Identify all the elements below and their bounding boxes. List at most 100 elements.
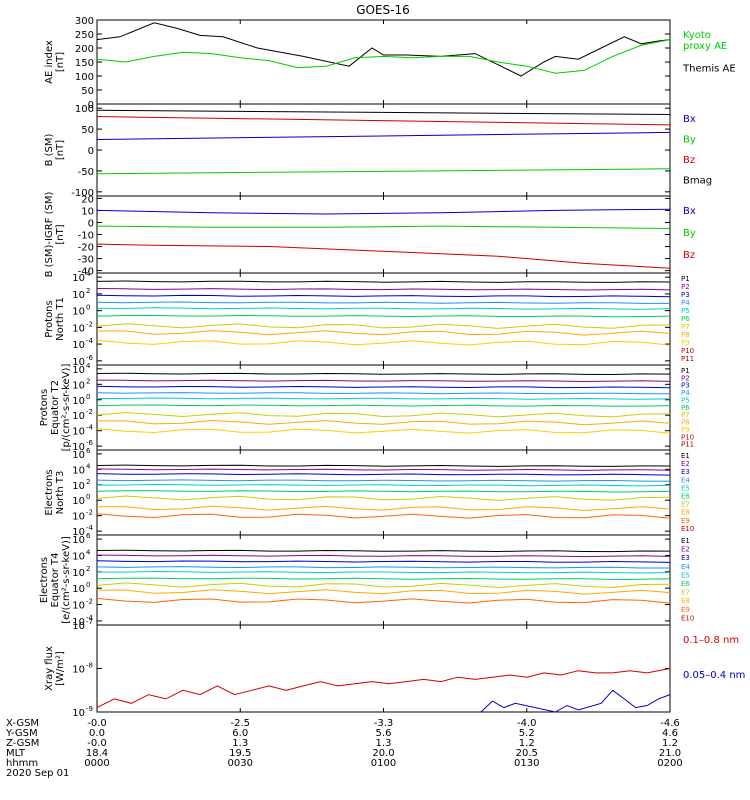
legend-entry: E6 — [681, 493, 690, 501]
x-row-label: Z-GSM — [6, 738, 39, 749]
legend-entry: 0.05–0.4 nm — [683, 670, 745, 681]
y-axis-label: B (SM) — [44, 133, 55, 166]
y-tick-label: 10 — [72, 584, 85, 595]
x-row-value: -0.0 — [87, 738, 107, 749]
y-tick-label: 10 — [72, 340, 85, 351]
y-tick-exponent: -2 — [86, 408, 93, 416]
channel-line — [96, 294, 671, 298]
panel-frame — [96, 449, 671, 536]
legend-entry: P9 — [681, 339, 690, 347]
channel-line — [96, 385, 671, 389]
y-tick-label: 10 — [72, 481, 85, 492]
y-tick-exponent: -2 — [86, 320, 93, 328]
y-tick-exponent: 0 — [86, 581, 90, 589]
x-row-value: -4.0 — [517, 718, 537, 729]
legend-entry: P10 — [681, 433, 694, 441]
legend-entry: P5 — [681, 396, 690, 404]
y-tick-label: 10 — [72, 427, 85, 438]
channel-line — [96, 392, 670, 395]
y-axis-label: [nT] — [55, 224, 66, 244]
y-tick-exponent: 4 — [86, 270, 91, 278]
series-line-red — [96, 668, 671, 709]
y-tick-exponent: 4 — [86, 362, 91, 370]
x-row-value: 0200 — [657, 758, 682, 769]
x-row-value: 18.4 — [86, 748, 108, 759]
y-tick-label: -100 — [71, 188, 94, 199]
legend-entry: E2 — [681, 460, 690, 468]
y-tick-label: 10 — [72, 357, 85, 368]
channel-line — [96, 404, 671, 407]
legend-entry: E10 — [681, 614, 694, 622]
legend-entry: Bz — [683, 250, 695, 261]
channel-line — [96, 372, 671, 376]
y-axis-label: AE index — [44, 40, 55, 84]
y-tick-exponent: 4 — [86, 548, 91, 556]
y-tick-exponent: -2 — [86, 598, 93, 606]
figure-title: GOES-16 — [356, 3, 410, 17]
channel-line — [97, 589, 671, 595]
y-tick-label: 200 — [75, 44, 94, 55]
channel-line — [97, 570, 671, 574]
panel-frame — [96, 364, 671, 451]
legend-entry: P4 — [681, 299, 690, 307]
legend-entry: E9 — [681, 517, 690, 525]
x-row-value: 5.2 — [519, 728, 535, 739]
channel-line — [96, 577, 671, 581]
channel-line — [96, 280, 671, 283]
y-tick-label: 0 — [88, 218, 94, 229]
y-tick-label: 10 — [72, 551, 85, 562]
x-row-value: 20.0 — [372, 748, 394, 759]
y-tick-label: 10 — [72, 365, 85, 376]
channel-line — [96, 483, 671, 487]
y-tick-label: 10 — [72, 307, 85, 318]
y-tick-exponent: 2 — [86, 377, 90, 385]
legend-entry: E3 — [681, 468, 690, 476]
y-tick-label: 100 — [75, 72, 94, 83]
legend-entry: E10 — [681, 525, 694, 533]
y-tick-label: 10 — [81, 206, 94, 217]
channel-line — [96, 323, 671, 329]
y-axis-label: Protons — [44, 300, 55, 337]
legend-entry: P2 — [681, 283, 690, 291]
x-row-value: -0.0 — [87, 718, 107, 729]
legend-entry: E6 — [681, 580, 690, 588]
legend-entry: E3 — [681, 554, 690, 562]
x-row-label: Y-GSM — [5, 728, 38, 739]
y-tick-exponent: -9 — [86, 705, 93, 713]
y-axis-label: [W/m²] — [55, 651, 66, 686]
panel-frame — [96, 19, 671, 105]
series-line-red — [96, 116, 671, 126]
x-row-value: 0030 — [228, 758, 253, 769]
y-axis-label: North T1 — [55, 297, 66, 341]
y-tick-label: -20 — [78, 243, 94, 254]
y-tick-label: 10 — [72, 708, 85, 719]
legend-entry: E2 — [681, 546, 690, 554]
x-row-value: 1.2 — [519, 738, 535, 749]
y-axis-label: [e/(cm²-s-sr-keV)] — [61, 536, 72, 624]
y-tick-label: -30 — [78, 255, 94, 266]
y-tick-label: 10 — [72, 601, 85, 612]
legend-entry: P1 — [681, 367, 690, 375]
channel-line — [96, 513, 671, 519]
y-axis-label: Electrons — [44, 469, 55, 515]
legend-entry: P5 — [681, 307, 690, 315]
legend-entry: proxy AE — [683, 41, 727, 52]
x-row-value: -2.5 — [230, 718, 250, 729]
x-row-value: -3.3 — [374, 718, 394, 729]
legend-entry: P3 — [681, 382, 690, 390]
time-axis: X-GSM -0.0 -2.5 -3.3 -4.0 -4.6 Y-GSM 0.0 6.0 5.6 5… — [5, 718, 683, 779]
y-tick-label: 10 — [72, 512, 85, 523]
y-tick-label: 10 — [72, 465, 85, 476]
y-tick-label: 20 — [81, 194, 94, 205]
channel-line — [96, 560, 671, 563]
legend-entry: 0.1–0.8 nm — [683, 635, 739, 646]
channel-line — [96, 288, 671, 291]
y-tick-exponent: -6 — [86, 439, 94, 447]
y-tick-exponent: 6 — [86, 532, 91, 540]
legend-entry: E4 — [681, 476, 690, 484]
legend-entry: Bmag — [683, 175, 712, 186]
x-row-value: 0130 — [514, 758, 539, 769]
series-line-green — [96, 168, 671, 175]
legend-entry: E5 — [681, 571, 690, 579]
